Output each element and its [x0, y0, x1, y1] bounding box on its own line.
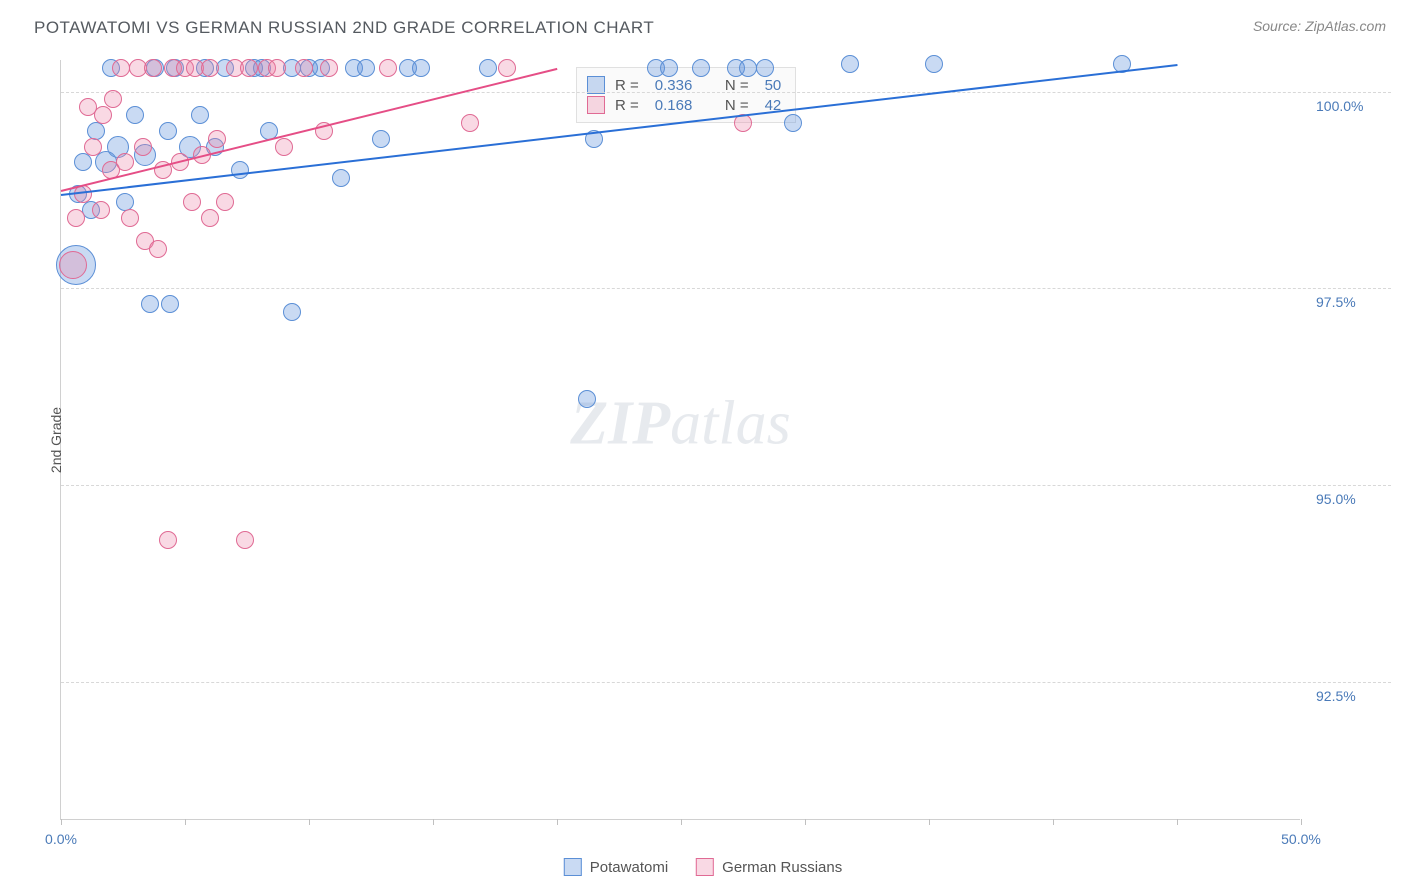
- yaxis-title: 2nd Grade: [48, 406, 64, 472]
- data-point[interactable]: [240, 59, 258, 77]
- xtick: [185, 819, 186, 825]
- plot-area: 2nd Grade ZIPatlas R =0.336 N =50R =0.16…: [60, 60, 1300, 820]
- ytick-label: 97.5%: [1316, 294, 1396, 310]
- data-point[interactable]: [283, 303, 301, 321]
- data-point[interactable]: [461, 114, 479, 132]
- data-point[interactable]: [134, 138, 152, 156]
- xtick: [681, 819, 682, 825]
- data-point[interactable]: [479, 59, 497, 77]
- data-point[interactable]: [784, 114, 802, 132]
- data-point[interactable]: [94, 106, 112, 124]
- xtick: [1301, 819, 1302, 825]
- data-point[interactable]: [201, 209, 219, 227]
- data-point[interactable]: [841, 55, 859, 73]
- data-point[interactable]: [161, 295, 179, 313]
- legend-label: German Russians: [722, 859, 842, 876]
- data-point[interactable]: [412, 59, 430, 77]
- data-point[interactable]: [74, 153, 92, 171]
- data-point[interactable]: [159, 122, 177, 140]
- data-point[interactable]: [268, 59, 286, 77]
- data-point[interactable]: [357, 59, 375, 77]
- xtick: [61, 819, 62, 825]
- data-point[interactable]: [84, 138, 102, 156]
- data-point[interactable]: [116, 153, 134, 171]
- bottom-legend-item[interactable]: Potawatomi: [564, 858, 668, 876]
- xtick: [1177, 819, 1178, 825]
- data-point[interactable]: [183, 193, 201, 211]
- chart-title: POTAWATOMI VS GERMAN RUSSIAN 2ND GRADE C…: [34, 18, 654, 38]
- xtick: [433, 819, 434, 825]
- data-point[interactable]: [159, 531, 177, 549]
- data-point[interactable]: [372, 130, 390, 148]
- xtick-label: 50.0%: [1281, 831, 1321, 847]
- gridline: [61, 92, 1391, 93]
- xtick-label: 0.0%: [45, 831, 77, 847]
- data-point[interactable]: [59, 251, 87, 279]
- source-label: Source: ZipAtlas.com: [1253, 18, 1386, 34]
- data-point[interactable]: [191, 106, 209, 124]
- data-point[interactable]: [498, 59, 516, 77]
- gridline: [61, 682, 1391, 683]
- bottom-legend-item[interactable]: German Russians: [696, 858, 842, 876]
- legend-swatch: [696, 858, 714, 876]
- data-point[interactable]: [104, 90, 122, 108]
- data-point[interactable]: [692, 59, 710, 77]
- data-point[interactable]: [332, 169, 350, 187]
- data-point[interactable]: [92, 201, 110, 219]
- data-point[interactable]: [126, 106, 144, 124]
- ytick-label: 92.5%: [1316, 688, 1396, 704]
- data-point[interactable]: [67, 209, 85, 227]
- xtick: [1053, 819, 1054, 825]
- data-point[interactable]: [660, 59, 678, 77]
- data-point[interactable]: [144, 59, 162, 77]
- legend-r-value: 0.168: [655, 97, 693, 114]
- data-point[interactable]: [739, 59, 757, 77]
- bottom-legend: Potawatomi German Russians: [564, 858, 842, 876]
- watermark-rest: atlas: [670, 390, 791, 458]
- data-point[interactable]: [379, 59, 397, 77]
- gridline: [61, 288, 1391, 289]
- trend-line: [61, 68, 557, 192]
- ytick-label: 95.0%: [1316, 491, 1396, 507]
- data-point[interactable]: [231, 161, 249, 179]
- xtick: [557, 819, 558, 825]
- legend-n-label: N =: [725, 97, 749, 114]
- data-point[interactable]: [121, 209, 139, 227]
- data-point[interactable]: [925, 55, 943, 73]
- data-point[interactable]: [141, 295, 159, 313]
- legend-swatch: [564, 858, 582, 876]
- data-point[interactable]: [320, 59, 338, 77]
- data-point[interactable]: [201, 59, 219, 77]
- data-point[interactable]: [208, 130, 226, 148]
- legend-swatch: [587, 96, 605, 114]
- legend-label: Potawatomi: [590, 859, 668, 876]
- ytick-label: 100.0%: [1316, 98, 1396, 114]
- data-point[interactable]: [275, 138, 293, 156]
- data-point[interactable]: [236, 531, 254, 549]
- watermark: ZIPatlas: [570, 389, 790, 460]
- data-point[interactable]: [578, 390, 596, 408]
- data-point[interactable]: [216, 193, 234, 211]
- xtick: [929, 819, 930, 825]
- legend-row: R =0.168 N =42: [587, 96, 781, 114]
- gridline: [61, 485, 1391, 486]
- data-point[interactable]: [112, 59, 130, 77]
- data-point[interactable]: [295, 59, 313, 77]
- legend-r-label: R =: [615, 97, 639, 114]
- data-point[interactable]: [756, 59, 774, 77]
- xtick: [309, 819, 310, 825]
- data-point[interactable]: [149, 240, 167, 258]
- xtick: [805, 819, 806, 825]
